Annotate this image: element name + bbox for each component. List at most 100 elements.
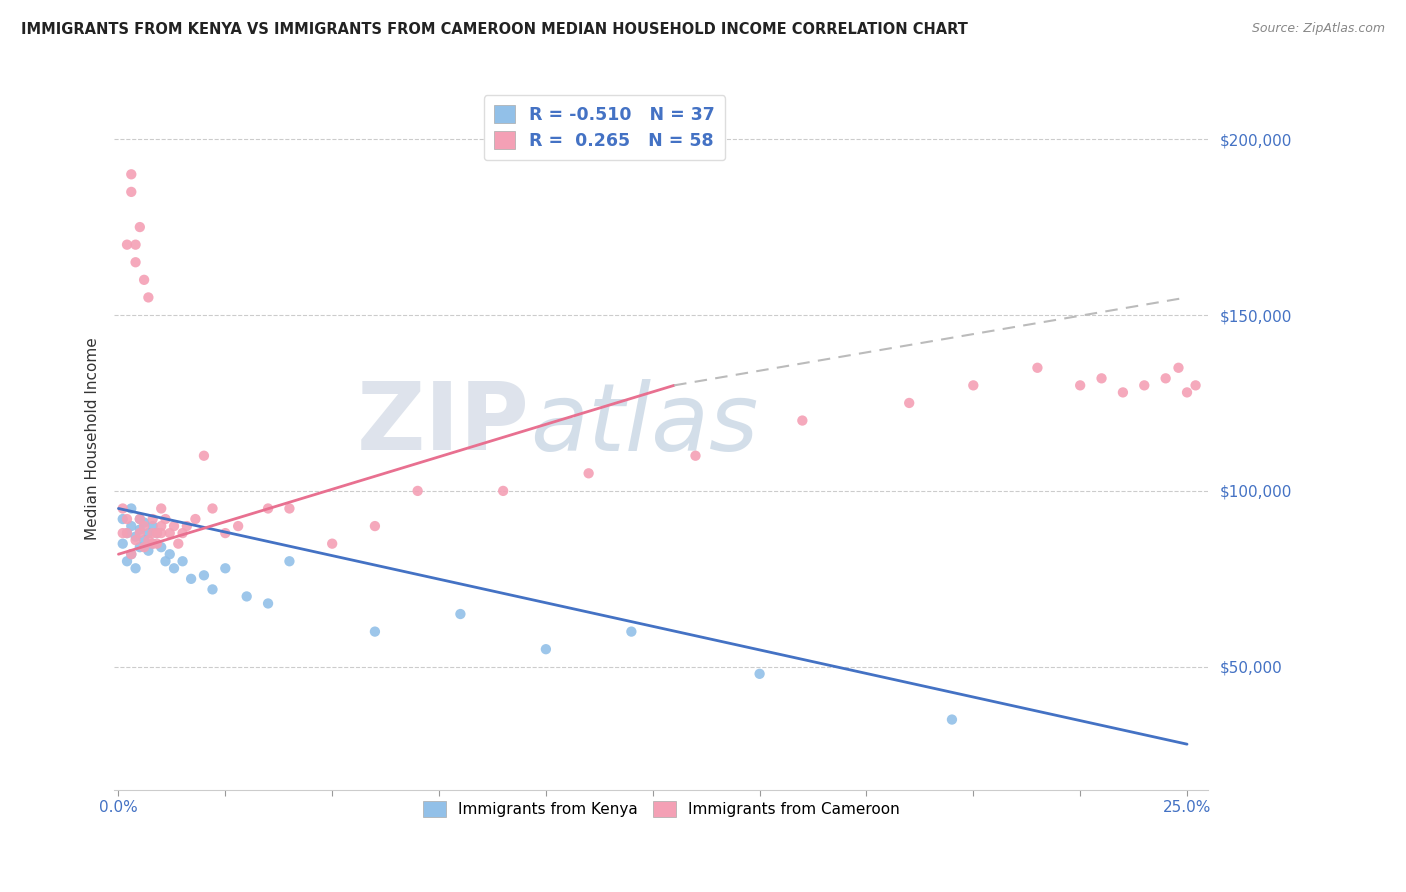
Point <box>132 273 155 287</box>
Point <box>111 536 134 550</box>
Point <box>142 536 165 550</box>
Point <box>146 526 169 541</box>
Point <box>132 519 155 533</box>
Point <box>159 526 181 541</box>
Point <box>138 543 160 558</box>
Point <box>142 526 165 541</box>
Point <box>257 597 280 611</box>
Point <box>406 483 429 498</box>
Point <box>1184 378 1206 392</box>
Point <box>278 501 301 516</box>
Point <box>120 547 142 561</box>
Point <box>111 512 134 526</box>
Point <box>124 533 146 548</box>
Point <box>115 526 138 541</box>
Point <box>176 519 198 533</box>
Point <box>146 536 169 550</box>
Point <box>155 512 177 526</box>
Point <box>115 526 138 541</box>
Point <box>146 526 169 541</box>
Point <box>748 666 770 681</box>
Point <box>214 526 236 541</box>
Point <box>124 255 146 269</box>
Point <box>167 536 190 550</box>
Point <box>150 526 173 541</box>
Point <box>1090 371 1112 385</box>
Point <box>124 237 146 252</box>
Point <box>128 540 150 554</box>
Point <box>193 568 215 582</box>
Point <box>128 512 150 526</box>
Point <box>150 501 173 516</box>
Point <box>214 561 236 575</box>
Point <box>193 449 215 463</box>
Point <box>941 713 963 727</box>
Point <box>364 519 387 533</box>
Point <box>132 540 155 554</box>
Point <box>364 624 387 639</box>
Point <box>138 533 160 548</box>
Point <box>142 519 165 533</box>
Point <box>534 642 557 657</box>
Point <box>1167 360 1189 375</box>
Point <box>111 526 134 541</box>
Text: ZIP: ZIP <box>357 378 530 470</box>
Point <box>128 220 150 235</box>
Point <box>685 449 707 463</box>
Point <box>962 378 984 392</box>
Point <box>124 530 146 544</box>
Point <box>235 590 257 604</box>
Point <box>150 540 173 554</box>
Point <box>120 501 142 516</box>
Point <box>128 526 150 541</box>
Point <box>1133 378 1156 392</box>
Point <box>132 516 155 530</box>
Point <box>278 554 301 568</box>
Point <box>115 554 138 568</box>
Point <box>138 526 160 541</box>
Point <box>120 547 142 561</box>
Point <box>321 536 343 550</box>
Point <box>201 501 224 516</box>
Point <box>150 519 173 533</box>
Point <box>898 396 921 410</box>
Point <box>184 512 207 526</box>
Text: IMMIGRANTS FROM KENYA VS IMMIGRANTS FROM CAMEROON MEDIAN HOUSEHOLD INCOME CORREL: IMMIGRANTS FROM KENYA VS IMMIGRANTS FROM… <box>21 22 967 37</box>
Point <box>792 413 814 427</box>
Point <box>1175 385 1198 400</box>
Point <box>132 533 155 548</box>
Point <box>155 554 177 568</box>
Point <box>1154 371 1177 385</box>
Point <box>226 519 249 533</box>
Point <box>128 512 150 526</box>
Point <box>115 512 138 526</box>
Point <box>138 290 160 304</box>
Point <box>1069 378 1091 392</box>
Point <box>449 607 471 621</box>
Point <box>578 467 600 481</box>
Legend: Immigrants from Kenya, Immigrants from Cameroon: Immigrants from Kenya, Immigrants from C… <box>415 793 907 824</box>
Point <box>120 167 142 181</box>
Point <box>163 519 186 533</box>
Point <box>620 624 643 639</box>
Point <box>120 519 142 533</box>
Point <box>172 526 194 541</box>
Text: Source: ZipAtlas.com: Source: ZipAtlas.com <box>1251 22 1385 36</box>
Point <box>142 512 165 526</box>
Point <box>115 237 138 252</box>
Text: atlas: atlas <box>530 378 758 469</box>
Y-axis label: Median Household Income: Median Household Income <box>86 337 100 540</box>
Point <box>1112 385 1135 400</box>
Point <box>142 536 165 550</box>
Point <box>124 561 146 575</box>
Point <box>492 483 515 498</box>
Point <box>172 554 194 568</box>
Point <box>257 501 280 516</box>
Point <box>180 572 202 586</box>
Point <box>159 547 181 561</box>
Point <box>1026 360 1049 375</box>
Point <box>111 501 134 516</box>
Point <box>128 523 150 537</box>
Point <box>120 185 142 199</box>
Point <box>201 582 224 597</box>
